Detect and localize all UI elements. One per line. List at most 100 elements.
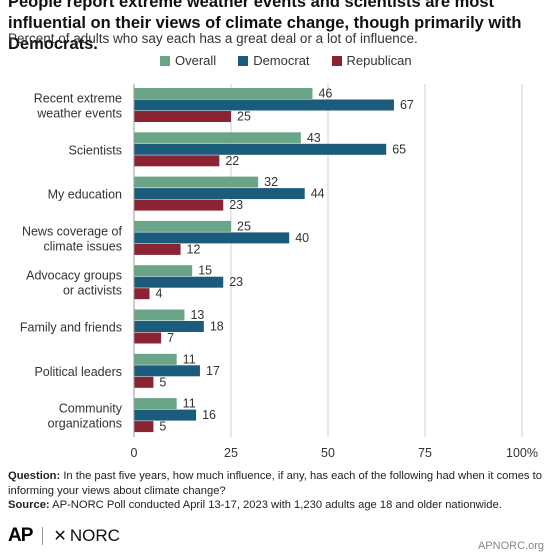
legend-swatch-republican [331, 55, 342, 66]
data-label-democrat: 23 [229, 275, 243, 289]
question-label: Question: [8, 470, 61, 482]
legend-label-republican: Republican [346, 53, 412, 68]
x-tick-label: 25 [224, 446, 238, 460]
bar-republican [134, 288, 150, 300]
chart-footer: Question: In the past five years, how mu… [8, 469, 544, 513]
bar-overall [134, 176, 259, 188]
legend: Overall Democrat Republican [160, 53, 412, 68]
bar-democrat [134, 143, 387, 155]
legend-label-overall: Overall [175, 53, 217, 68]
category-label-line: Community [59, 402, 123, 416]
data-label-republican: 7 [167, 331, 174, 345]
bar-overall [134, 88, 313, 99]
data-label-overall: 32 [264, 175, 278, 189]
category-label: News coverage of climate issues [22, 224, 123, 253]
category-label: Recent extreme weather events [34, 92, 122, 121]
legend-item-overall: Overall [160, 53, 216, 68]
logo-bar: AP ✕ NORC [8, 525, 120, 547]
data-label-overall: 11 [183, 352, 196, 366]
data-label-overall: 43 [307, 131, 321, 145]
data-label-overall: 15 [198, 264, 212, 278]
data-label-democrat: 18 [210, 320, 224, 334]
chart-subtitle: Percent of adults who say each has a gre… [8, 31, 418, 46]
category-label-line: My education [48, 188, 122, 202]
bar-democrat [134, 99, 394, 111]
source-text: AP-NORC Poll conducted April 13-17, 2023… [52, 499, 502, 511]
category-label: Political leaders [34, 365, 122, 379]
category-label-line: Scientists [69, 143, 123, 157]
bar-republican [134, 421, 154, 433]
question-note: Question: In the past five years, how mu… [8, 469, 544, 498]
data-label-democrat: 44 [311, 187, 325, 201]
category-label: My education [48, 188, 122, 202]
website-link[interactable]: APNORC.org [477, 540, 544, 552]
category-label-line: Family and friends [20, 321, 122, 335]
bar-overall [134, 265, 193, 277]
category-label-line: News coverage of [22, 224, 123, 238]
bar-overall [134, 398, 177, 410]
bar-overall [134, 220, 231, 232]
bar-chart: 0 25 50 75 100%Recent extreme weather events4… [20, 84, 538, 460]
data-label-republican: 4 [156, 287, 163, 301]
data-label-republican: 25 [237, 110, 251, 124]
norc-logo: ✕ NORC [53, 526, 119, 546]
data-label-republican: 22 [225, 154, 239, 168]
bar-overall [134, 353, 177, 365]
bar-democrat [134, 321, 204, 332]
data-label-democrat: 17 [206, 364, 220, 378]
bar-democrat [134, 232, 290, 244]
bar-overall [134, 309, 185, 321]
data-label-overall: 46 [318, 87, 332, 101]
category-label-line: Advocacy groups [26, 269, 122, 283]
bar-republican [134, 199, 224, 211]
data-label-democrat: 65 [392, 142, 406, 156]
bar-republican [134, 376, 154, 388]
ap-logo: AP [8, 525, 33, 546]
data-label-democrat: 40 [295, 231, 309, 245]
bar-republican [134, 243, 181, 255]
x-tick-label: 50 [321, 446, 335, 460]
data-label-overall: 11 [183, 397, 196, 411]
x-tick-label: 100% [506, 446, 538, 460]
legend-swatch-overall [160, 55, 170, 66]
data-label-republican: 12 [187, 242, 201, 256]
data-label-republican: 5 [159, 375, 166, 389]
data-label-republican: 23 [229, 198, 243, 212]
data-label-overall: 25 [237, 219, 251, 233]
bar-republican [134, 155, 220, 167]
bar-republican [134, 332, 162, 344]
bar-democrat [134, 188, 305, 200]
category-label: Community organizations [48, 402, 123, 431]
source-note: Source: AP-NORC Poll conducted April 13-… [8, 498, 544, 513]
legend-item-democrat: Democrat [238, 53, 310, 68]
legend-label-democrat: Democrat [253, 53, 310, 68]
data-label-republican: 5 [159, 420, 166, 434]
category-label-line: organizations [48, 417, 122, 431]
category-label-line: Political leaders [34, 365, 122, 379]
bar-democrat [134, 276, 224, 288]
category-label-line: Recent extreme [34, 92, 122, 106]
data-label-democrat: 67 [400, 98, 414, 112]
data-label-overall: 13 [190, 308, 204, 322]
question-text: In the past five years, how much influen… [8, 470, 542, 497]
category-label: Scientists [69, 143, 123, 157]
legend-item-republican: Republican [331, 53, 412, 68]
category-label-line: weather events [36, 107, 122, 121]
bar-overall [134, 132, 301, 144]
norc-star-icon: ✕ [53, 528, 67, 545]
category-label: Family and friends [20, 321, 122, 335]
data-label-democrat: 16 [202, 408, 216, 422]
source-label: Source: [8, 499, 50, 511]
category-label: Advocacy groups or activists [26, 269, 122, 298]
category-label-line: climate issues [44, 239, 123, 253]
chart-title: People report extreme weather events and… [8, 0, 522, 53]
x-tick-label: 0 [131, 446, 138, 460]
logo-divider [42, 527, 44, 545]
norc-logo-text: NORC [69, 526, 120, 545]
bar-republican [134, 111, 231, 122]
bar-democrat [134, 409, 197, 421]
category-label-line: or activists [63, 284, 122, 298]
x-tick-label: 75 [418, 446, 432, 460]
bar-democrat [134, 365, 200, 377]
legend-swatch-democrat [238, 55, 249, 66]
